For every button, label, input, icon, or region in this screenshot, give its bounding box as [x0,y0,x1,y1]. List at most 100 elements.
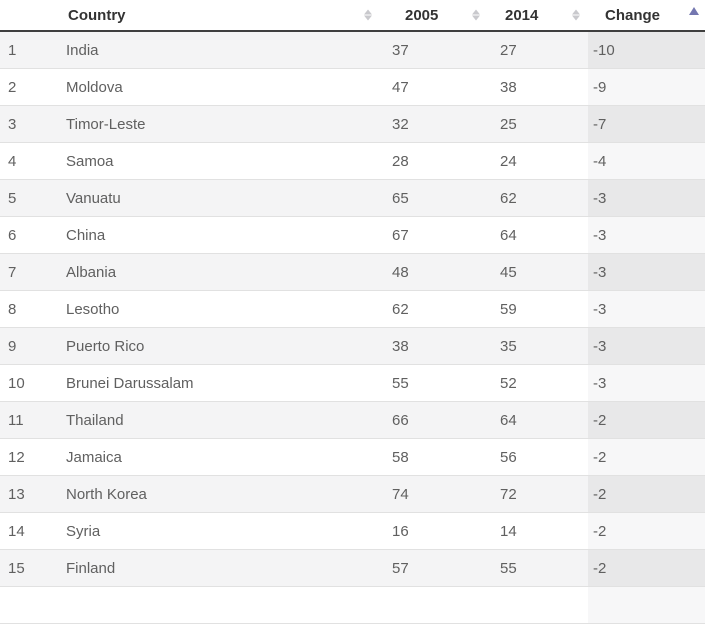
change-cell: -3 [588,327,705,365]
value-2005-cell: 66 [380,401,488,439]
change-cell: -3 [588,253,705,291]
sort-up-icon [472,9,480,15]
value-2005-cell: 57 [380,549,488,587]
sort-up-icon [364,9,372,15]
country-cell: Timor-Leste [58,105,380,143]
value-2014-cell: 25 [488,105,588,143]
rank-cell: 11 [0,401,58,439]
change-cell: -3 [588,290,705,328]
country-cell: India [58,31,380,69]
value-2014-cell: 38 [488,68,588,106]
sort-both-icon[interactable] [472,9,480,21]
sort-up-icon [572,9,580,15]
value-2014-cell: 59 [488,290,588,328]
value-2005-cell: 74 [380,475,488,513]
rank-cell: 7 [0,253,58,291]
rank-cell: 12 [0,438,58,476]
rank-cell: 2 [0,68,58,106]
change-cell: -3 [588,179,705,217]
value-2014-cell: 55 [488,549,588,587]
value-2005-cell: 37 [380,31,488,69]
country-cell: North Korea [58,475,380,513]
header-2005[interactable]: 2005 [380,0,488,32]
header-rank [0,0,58,32]
rank-cell: 3 [0,105,58,143]
change-cell: -2 [588,438,705,476]
table-row: 5 Vanuatu 65 62 -3 [0,179,705,217]
value-2014-cell [488,586,588,624]
change-cell: -2 [588,512,705,550]
table-row: 15 Finland 57 55 -2 [0,549,705,587]
sort-down-icon [572,15,580,21]
change-cell: -4 [588,142,705,180]
country-cell: Finland [58,549,380,587]
change-cell: -9 [588,68,705,106]
change-cell [588,586,705,624]
sort-ascending-active-icon[interactable] [689,7,699,15]
rank-cell: 15 [0,549,58,587]
table-row: 9 Puerto Rico 38 35 -3 [0,327,705,365]
value-2014-cell: 45 [488,253,588,291]
header-2005-label: 2005 [405,6,439,24]
header-change[interactable]: Change [588,0,705,32]
value-2014-cell: 52 [488,364,588,402]
value-2014-cell: 64 [488,401,588,439]
change-cell: -7 [588,105,705,143]
header-2014-label: 2014 [505,6,539,24]
sort-down-icon [364,15,372,21]
header-change-label: Change [605,6,661,24]
country-cell: Jamaica [58,438,380,476]
value-2005-cell: 32 [380,105,488,143]
header-2014[interactable]: 2014 [488,0,588,32]
country-cell: Brunei Darussalam [58,364,380,402]
table-row: 7 Albania 48 45 -3 [0,253,705,291]
rank-cell: 4 [0,142,58,180]
country-cell: Albania [58,253,380,291]
change-cell: -10 [588,31,705,69]
change-cell: -2 [588,401,705,439]
header-row: Country 2005 2014 [0,0,705,32]
rank-cell: 6 [0,216,58,254]
value-2005-cell: 48 [380,253,488,291]
country-cell: China [58,216,380,254]
table-body: 1 India 37 27 -10 2 Moldova 47 38 -9 3 T… [0,31,705,624]
value-2005-cell: 55 [380,364,488,402]
table-row: 8 Lesotho 62 59 -3 [0,290,705,328]
table-row: 14 Syria 16 14 -2 [0,512,705,550]
rank-cell [0,586,58,624]
change-cell: -2 [588,549,705,587]
table-row: 2 Moldova 47 38 -9 [0,68,705,106]
table-row [0,586,705,624]
header-country[interactable]: Country [58,0,380,32]
rank-cell: 9 [0,327,58,365]
change-cell: -2 [588,475,705,513]
table-row: 4 Samoa 28 24 -4 [0,142,705,180]
table-row: 6 China 67 64 -3 [0,216,705,254]
header-country-label: Country [68,6,126,24]
value-2005-cell: 65 [380,179,488,217]
value-2014-cell: 62 [488,179,588,217]
rank-cell: 14 [0,512,58,550]
value-2014-cell: 27 [488,31,588,69]
rank-cell: 10 [0,364,58,402]
rank-cell: 5 [0,179,58,217]
table-row: 12 Jamaica 58 56 -2 [0,438,705,476]
sort-down-icon [472,15,480,21]
country-cell: Moldova [58,68,380,106]
rank-cell: 1 [0,31,58,69]
value-2014-cell: 56 [488,438,588,476]
country-cell: Samoa [58,142,380,180]
country-cell: Vanuatu [58,179,380,217]
country-cell [58,586,380,624]
change-cell: -3 [588,216,705,254]
sort-both-icon[interactable] [364,9,372,21]
value-2005-cell [380,586,488,624]
table-row: 10 Brunei Darussalam 55 52 -3 [0,364,705,402]
value-2005-cell: 58 [380,438,488,476]
value-2014-cell: 64 [488,216,588,254]
country-cell: Thailand [58,401,380,439]
sort-both-icon[interactable] [572,9,580,21]
value-2005-cell: 62 [380,290,488,328]
value-2014-cell: 14 [488,512,588,550]
